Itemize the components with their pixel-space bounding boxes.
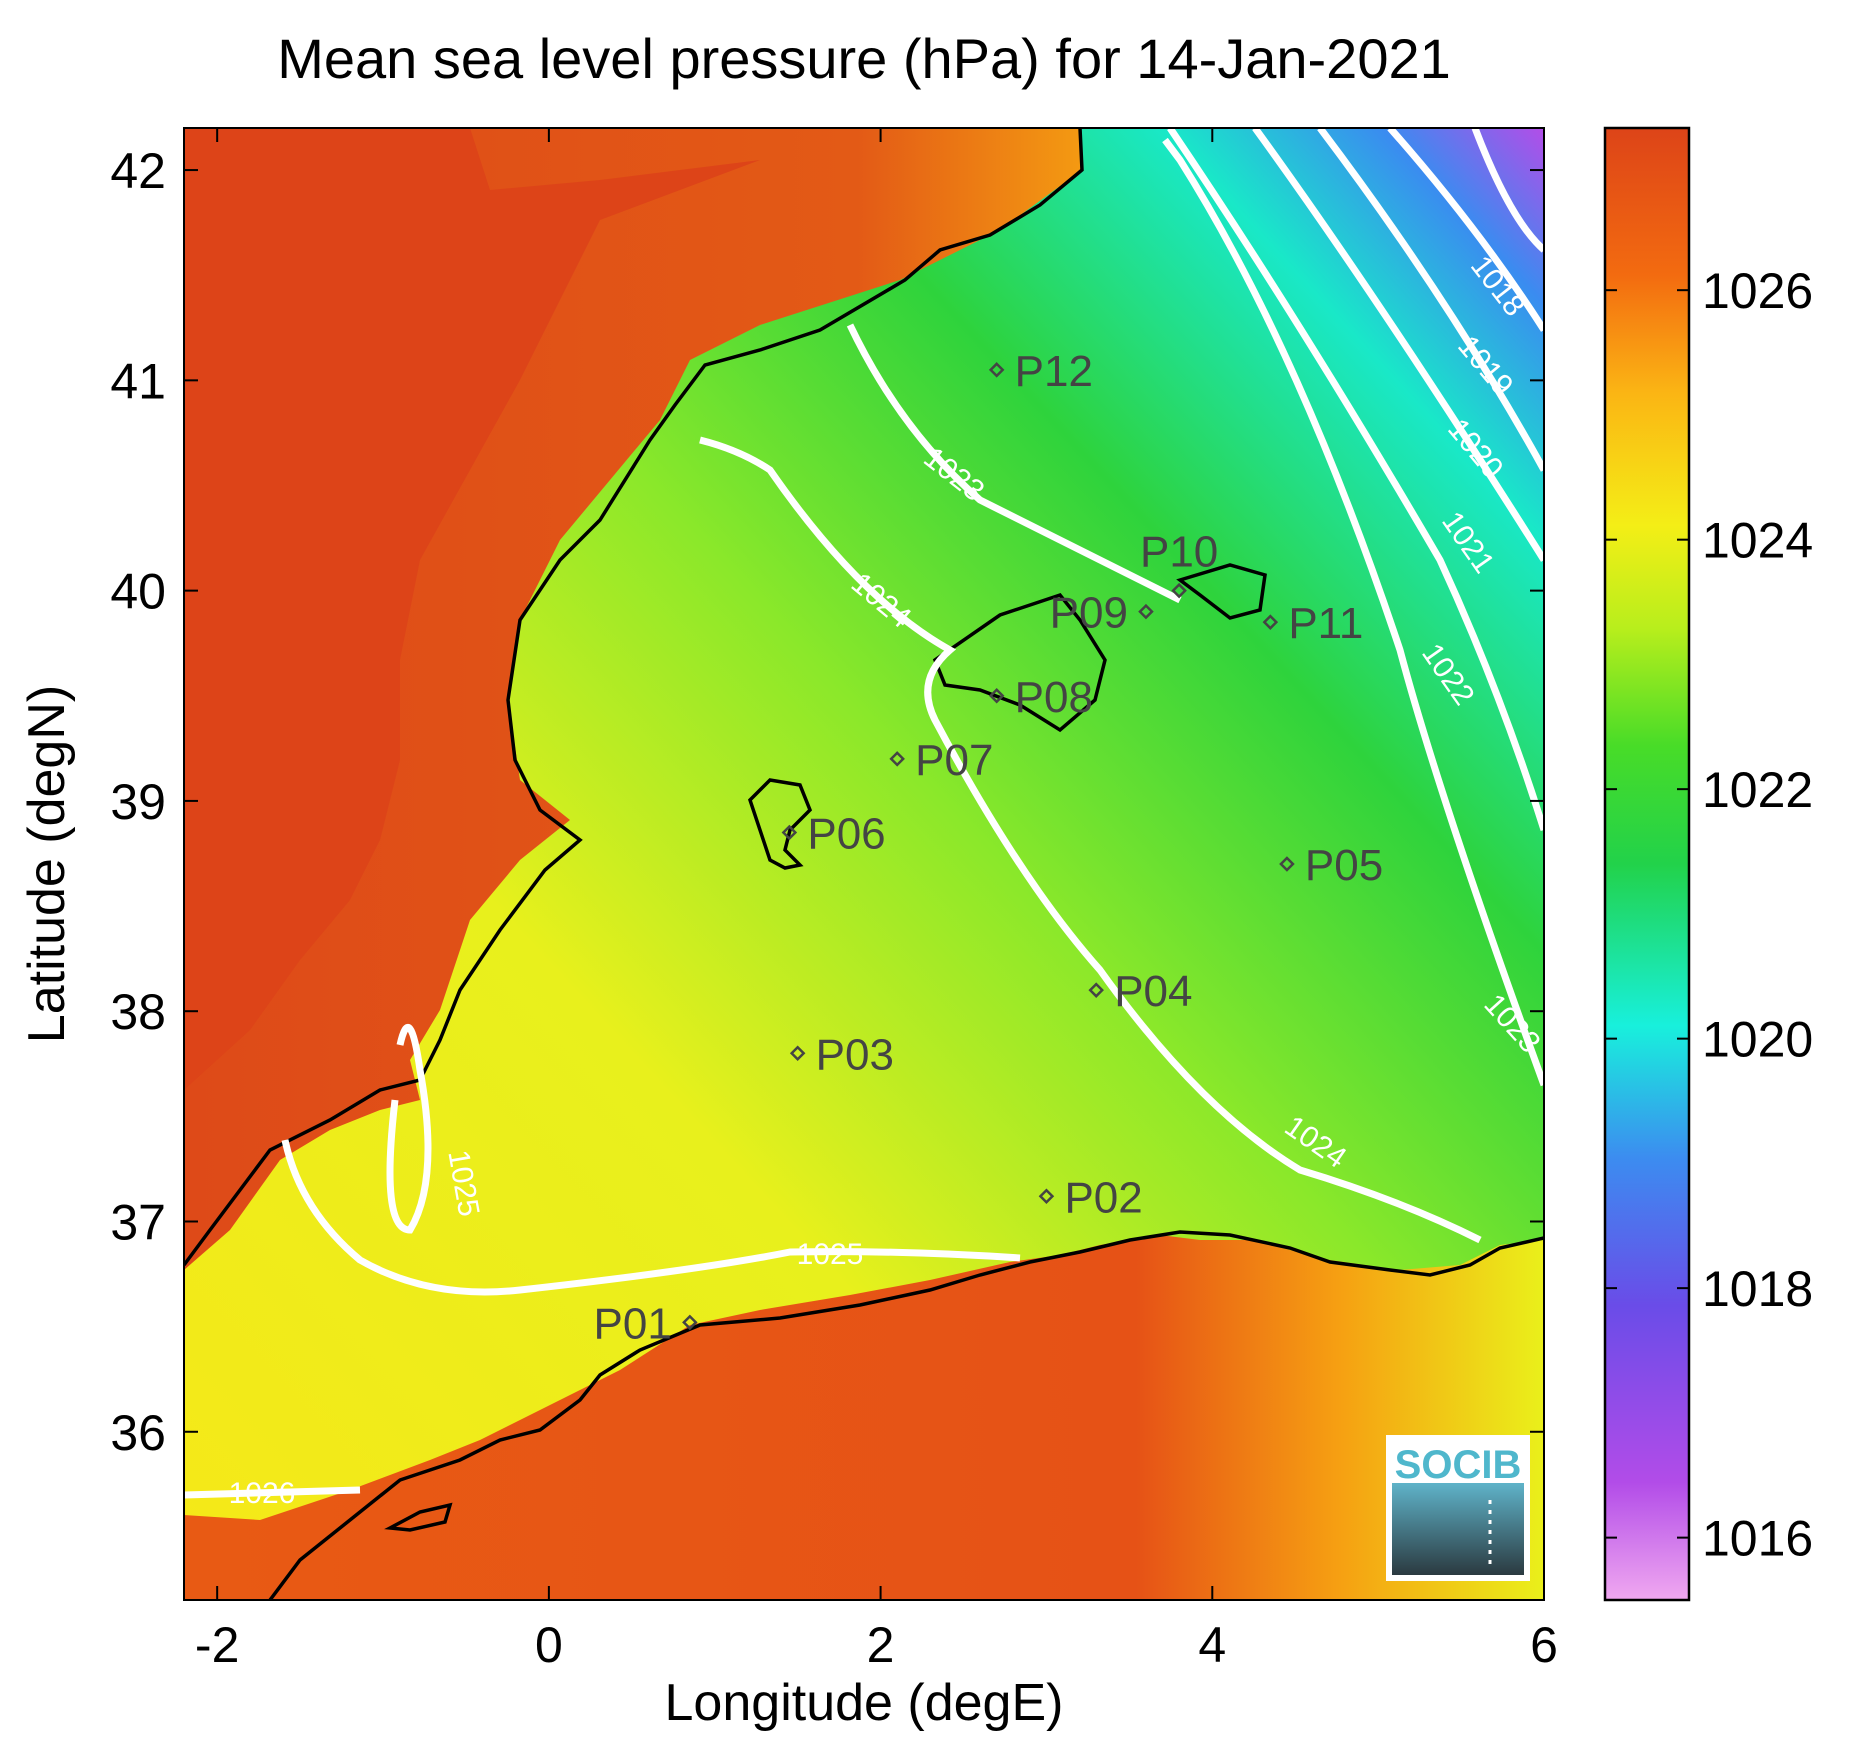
y-tick-label: 36 [110, 1405, 166, 1461]
contour-1023-left-line [846, 323, 1182, 604]
y-tick-label: 42 [110, 143, 166, 199]
station-label: P07 [915, 736, 993, 785]
station-marker [781, 824, 798, 841]
ibiza-coastline [747, 778, 813, 870]
station-label: P04 [1114, 967, 1192, 1016]
station-marker [682, 1314, 698, 1331]
x-tick-label: 4 [1198, 1617, 1226, 1673]
y-tick-label: 39 [110, 774, 166, 830]
alboran-coastline [384, 1502, 453, 1532]
colorbar-tick-label: 1018 [1702, 1261, 1813, 1317]
logo-image [1392, 1483, 1524, 1575]
station-marker [1262, 614, 1279, 630]
y-axis: 36 37 38 39 40 41 42 [110, 143, 1544, 1461]
socib-logo: SOCIB [1386, 1435, 1530, 1581]
x-axis: -2 0 2 4 6 [195, 128, 1558, 1673]
contour-1025-south-line [281, 1139, 1021, 1296]
colorbar-tick-label: 1024 [1702, 513, 1813, 569]
colorbar-frame [1603, 126, 1691, 1602]
station-label: P09 [1050, 589, 1128, 638]
contour-1021-line [1252, 128, 1544, 562]
contour-lines [184, 128, 1544, 1499]
map-panel: 1018 1019 1020 1021 1022 1023 1023 1024 … [184, 128, 1544, 1600]
coastlines [184, 128, 1544, 1600]
station-label: P12 [1015, 347, 1093, 396]
colorbar-tick-label: 1026 [1702, 263, 1813, 319]
contour-1020-line [1317, 128, 1544, 472]
station-label: P03 [816, 1030, 894, 1079]
contour-labels: 1018 1019 1020 1021 1022 1023 1023 1024 … [229, 250, 1544, 1510]
contour-1025-west-line [386, 1023, 432, 1234]
station-marker [789, 1045, 806, 1062]
colorbar-tick-label: 1016 [1702, 1511, 1813, 1567]
station-label: P08 [1015, 673, 1093, 722]
x-tick-label: 2 [867, 1617, 895, 1673]
contour-1019-line [1387, 128, 1544, 332]
africa-coastline [268, 1230, 1544, 1600]
colorbar-ticks: 1016 1018 1020 1022 1024 1026 [1605, 263, 1813, 1567]
station-marker [889, 751, 905, 767]
map-frame [183, 127, 1545, 1601]
north-africa-land [184, 1235, 1544, 1600]
contour-1022-line [1167, 128, 1544, 832]
station-label: P02 [1064, 1173, 1142, 1222]
y-tick-label: 37 [110, 1194, 166, 1250]
contour-1018-line [1471, 128, 1544, 253]
station-marker [1279, 856, 1295, 872]
mallorca-coastline [932, 592, 1107, 733]
iberia-interior [184, 128, 760, 1090]
y-axis-label: Latitude (degN) [18, 685, 76, 1043]
x-tick-label: 0 [535, 1617, 563, 1673]
station-label: P10 [1140, 528, 1218, 577]
colorbar-gradient [1605, 128, 1689, 1600]
station-marker [1138, 603, 1154, 620]
y-tick-label: 41 [110, 353, 166, 409]
chart-title: Mean sea level pressure (hPa) for 14-Jan… [277, 27, 1451, 90]
station-marker [1038, 1188, 1055, 1205]
contour-label: 1025 [797, 1238, 864, 1271]
station-label: P06 [807, 809, 885, 858]
x-tick-label: -2 [195, 1617, 239, 1673]
station-label: P01 [594, 1299, 672, 1348]
colorbar-tick-label: 1022 [1702, 762, 1813, 818]
y-tick-label: 40 [110, 564, 166, 620]
station-label: P11 [1288, 599, 1363, 648]
station-marker [988, 362, 1005, 378]
contour-1024-line [699, 436, 1482, 1244]
contour-label: 1026 [229, 1477, 296, 1510]
station-marker [988, 688, 1005, 704]
iberia-coastline [184, 128, 1084, 1267]
menorca-coastline [1176, 563, 1267, 620]
station-label: P05 [1305, 841, 1383, 890]
y-tick-label: 38 [110, 984, 166, 1040]
logo-text: SOCIB [1395, 1443, 1522, 1487]
contour-1026-line [184, 1486, 361, 1499]
x-tick-label: 6 [1530, 1617, 1558, 1673]
station-marker [1088, 982, 1104, 998]
contour-1023-right-line [1162, 137, 1544, 1087]
colorbar-tick-label: 1020 [1702, 1012, 1813, 1068]
x-axis-label: Longitude (degE) [665, 1674, 1064, 1732]
station-marker [1171, 582, 1187, 599]
